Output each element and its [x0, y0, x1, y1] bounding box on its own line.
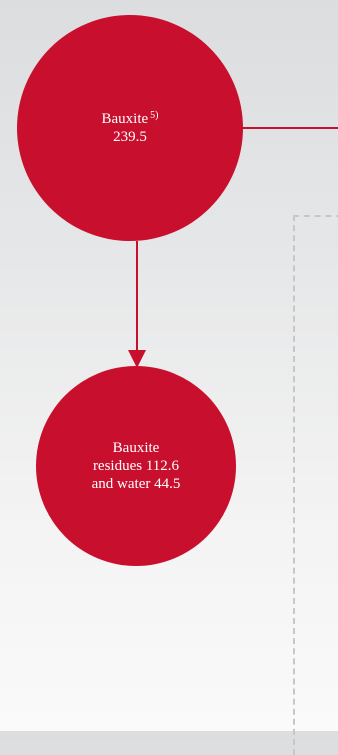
bauxite-residues-node: Bauxite residues 112.6 and water 44.5	[36, 366, 236, 566]
residues-line-3: and water 44.5	[91, 476, 181, 492]
bauxite-node: Bauxite 5) 239.5	[17, 15, 243, 241]
bauxite-label-line: Bauxite 5)	[102, 110, 159, 128]
dashed-group-border	[293, 215, 338, 755]
bauxite-value: 239.5	[113, 129, 147, 145]
down-arrowhead	[128, 350, 146, 368]
bauxite-label: Bauxite	[101, 111, 149, 127]
residues-line-1: Bauxite	[112, 440, 160, 456]
residues-line-2: residues 112.6	[92, 458, 180, 474]
bauxite-footnote: 5)	[150, 110, 159, 121]
connector-layer	[128, 127, 338, 368]
